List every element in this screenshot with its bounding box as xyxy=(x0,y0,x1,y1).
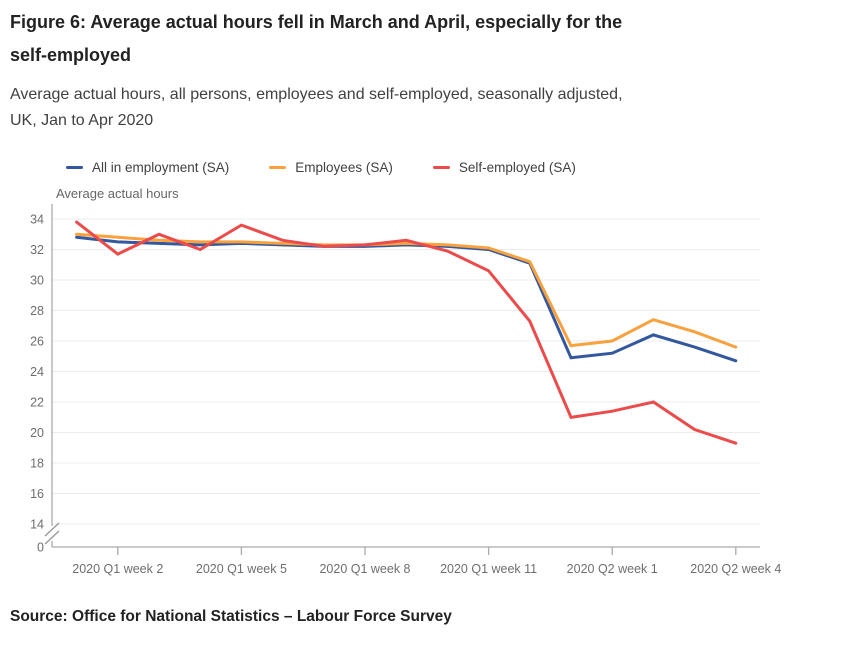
figure-title: Figure 6: Average actual hours fell in M… xyxy=(10,12,623,65)
source-line: Source: Office for National Statistics –… xyxy=(10,608,452,625)
y-tick-label: 30 xyxy=(30,274,44,288)
legend-swatch xyxy=(269,165,287,169)
axis-break-icon xyxy=(44,522,60,537)
y-tick-label: 34 xyxy=(30,213,44,227)
x-tick-label: 2020 Q1 week 11 xyxy=(440,562,537,576)
legend-label: Self-employed (SA) xyxy=(458,159,576,175)
figure-subtitle: Average actual hours, all persons, emplo… xyxy=(10,86,623,129)
axis-break-icon xyxy=(44,530,60,545)
series-line-self-employed-sa xyxy=(75,220,738,445)
legend-swatch xyxy=(66,165,83,169)
y-tick-label: 28 xyxy=(30,304,44,318)
y-tick-label: 0 xyxy=(37,541,44,555)
legend-swatch xyxy=(432,165,450,169)
x-tick-label: 2020 Q1 week 8 xyxy=(319,562,410,576)
x-tick-label: 2020 Q2 week 4 xyxy=(690,562,781,576)
legend-item-all-in-employment-sa: All in employment (SA) xyxy=(66,160,229,175)
y-axis-title: Average actual hours xyxy=(56,186,179,201)
y-tick-label: 18 xyxy=(30,457,44,471)
y-tick-label: 16 xyxy=(30,487,44,501)
y-tick-label: 14 xyxy=(30,518,44,532)
y-tick-label: 20 xyxy=(30,426,44,440)
legend-item-employees-sa: Employees (SA) xyxy=(269,160,393,175)
y-tick-label: 32 xyxy=(30,243,44,257)
y-tick-label: 22 xyxy=(30,396,44,410)
legend-label: All in employment (SA) xyxy=(92,159,230,175)
axis-break-mask xyxy=(47,526,57,541)
legend-item-self-employed-sa: Self-employed (SA) xyxy=(432,159,576,175)
series-line-all-in-employment-sa xyxy=(75,235,738,363)
legend-label: Employees (SA) xyxy=(295,159,393,175)
y-tick-label: 24 xyxy=(30,365,44,379)
x-tick-label: 2020 Q2 week 1 xyxy=(567,562,658,576)
chart-legend: All in employment (SA) Employees (SA) Self… xyxy=(66,156,576,178)
x-tick-label: 2020 Q1 week 5 xyxy=(196,562,287,576)
x-tick-label: 2020 Q1 week 2 xyxy=(72,562,163,576)
y-tick-label: 26 xyxy=(30,335,44,349)
series-line-employees-sa xyxy=(75,232,738,349)
